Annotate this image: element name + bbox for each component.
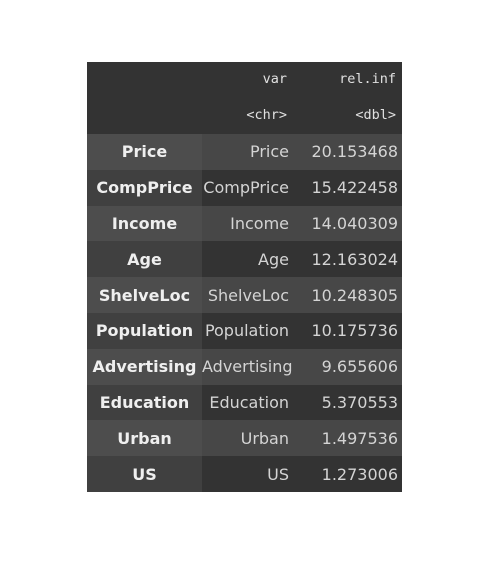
var-cell: Urban (202, 420, 293, 457)
table-header: var rel.inf <chr> <dbl> (87, 62, 402, 134)
table-body: Price Price 20.153468 CompPrice CompPric… (87, 134, 402, 492)
row-name: Price (87, 134, 202, 170)
row-name: Education (87, 384, 202, 421)
row-name: Income (87, 205, 202, 242)
column-header-row: var rel.inf (87, 62, 402, 96)
table-row: Population Population 10.175736 (87, 312, 402, 349)
rel-inf-cell: 10.248305 (293, 277, 402, 313)
rel-inf-cell: 1.273006 (293, 456, 402, 492)
relative-influence-table: var rel.inf <chr> <dbl> Price Price 20.1… (87, 62, 402, 492)
table-row: Price Price 20.153468 (87, 134, 402, 170)
table-row: Urban Urban 1.497536 (87, 420, 402, 457)
row-name: Age (87, 241, 202, 278)
row-name: US (87, 456, 202, 492)
table-row: Education Education 5.370553 (87, 384, 402, 421)
var-cell: Price (202, 134, 293, 170)
row-name: Advertising (87, 348, 202, 385)
rel-inf-column-header: rel.inf (339, 71, 396, 87)
var-cell: Education (202, 384, 293, 421)
rel-inf-cell: 5.370553 (293, 384, 402, 421)
var-column-header: var (262, 71, 287, 87)
table-row: US US 1.273006 (87, 456, 402, 492)
table-row: Age Age 12.163024 (87, 241, 402, 278)
row-name: Population (87, 312, 202, 349)
var-cell: Population (202, 312, 293, 349)
var-cell: Advertising (202, 348, 293, 385)
rel-inf-cell: 14.040309 (293, 205, 402, 242)
rel-inf-cell: 1.497536 (293, 420, 402, 457)
table-row: Advertising Advertising 9.655606 (87, 348, 402, 385)
var-type-label: <chr> (246, 107, 287, 123)
rel-inf-cell: 15.422458 (293, 169, 402, 206)
rowname-type-cell (87, 96, 202, 134)
rel-inf-type-label: <dbl> (355, 107, 396, 123)
rel-inf-cell: 20.153468 (293, 134, 402, 170)
column-type-row: <chr> <dbl> (87, 96, 402, 134)
var-cell: Age (202, 241, 293, 278)
rel-inf-cell: 12.163024 (293, 241, 402, 278)
var-cell: CompPrice (202, 169, 293, 206)
table-row: ShelveLoc ShelveLoc 10.248305 (87, 277, 402, 313)
rel-inf-cell: 9.655606 (293, 348, 402, 385)
rowname-column-header (87, 62, 202, 96)
table-row: Income Income 14.040309 (87, 205, 402, 242)
var-cell: Income (202, 205, 293, 242)
row-name: Urban (87, 420, 202, 457)
row-name: ShelveLoc (87, 277, 202, 313)
table-row: CompPrice CompPrice 15.422458 (87, 169, 402, 206)
var-cell: US (202, 456, 293, 492)
var-cell: ShelveLoc (202, 277, 293, 313)
row-name: CompPrice (87, 169, 202, 206)
rel-inf-cell: 10.175736 (293, 312, 402, 349)
